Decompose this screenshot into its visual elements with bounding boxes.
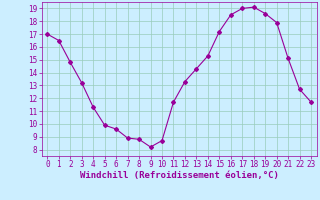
X-axis label: Windchill (Refroidissement éolien,°C): Windchill (Refroidissement éolien,°C) [80, 171, 279, 180]
